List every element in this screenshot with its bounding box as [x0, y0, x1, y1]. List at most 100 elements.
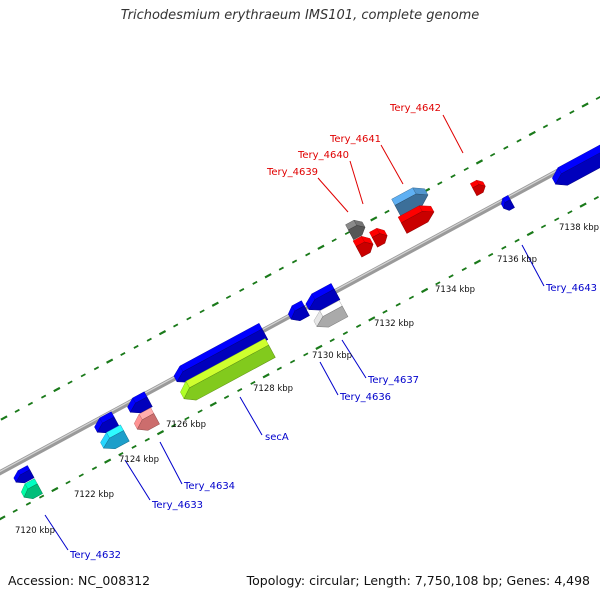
- tick-mark: [237, 388, 243, 392]
- gene-4637[interactable]: [311, 300, 349, 331]
- tick-mark: [239, 287, 245, 292]
- tick-mark: [0, 415, 8, 421]
- gene-4639[interactable]: [345, 217, 368, 240]
- tick-mark: [158, 330, 167, 336]
- tick-mark: [382, 309, 388, 314]
- gene-label[interactable]: Tery_4637: [367, 375, 419, 386]
- gene-label[interactable]: Tery_4643: [545, 283, 597, 294]
- tick-label: 7124 kbp: [119, 455, 159, 465]
- tick-mark: [0, 515, 6, 521]
- tick-mark: [370, 216, 378, 222]
- tick-mark: [542, 124, 549, 129]
- tick-mark: [384, 209, 390, 214]
- gene-label[interactable]: Tery_4636: [339, 392, 391, 403]
- tick-mark: [25, 501, 32, 506]
- tick-mark: [448, 274, 454, 279]
- tick-mark: [51, 486, 59, 493]
- gene-4640b[interactable]: [369, 226, 389, 248]
- leader-line: [159, 441, 183, 485]
- gene-4634a[interactable]: [125, 391, 153, 417]
- gene-label[interactable]: Tery_4641: [329, 134, 381, 145]
- gene-4642[interactable]: [470, 178, 487, 197]
- tick-label: 7136 kbp: [497, 255, 537, 265]
- tick-mark: [118, 452, 124, 456]
- gene-label[interactable]: Tery_4633: [151, 500, 203, 511]
- gene-body-front: [129, 396, 153, 414]
- gene-label-leaders: [44, 114, 545, 551]
- tick-mark: [514, 238, 520, 243]
- tick-mark: [503, 145, 509, 150]
- gene-4636b[interactable]: [303, 283, 341, 314]
- tick-label: 7120 kbp: [15, 526, 55, 536]
- gene-label[interactable]: Tery_4634: [183, 481, 235, 492]
- tick-mark: [264, 273, 272, 279]
- gene-secA[interactable]: [177, 338, 276, 404]
- tick-mark: [303, 352, 309, 357]
- tick-label: 7128 kbp: [253, 384, 293, 394]
- tick-mark: [106, 358, 114, 364]
- gene-body-front: [355, 241, 374, 258]
- leader-line: [124, 459, 151, 501]
- tick-mark: [516, 138, 522, 143]
- tick-mark: [65, 480, 71, 485]
- gene-body-front: [23, 483, 43, 499]
- gene-label[interactable]: Tery_4640: [297, 150, 349, 161]
- tick-mark: [490, 152, 496, 157]
- tick-mark: [421, 287, 429, 294]
- gene-label[interactable]: Tery_4632: [69, 550, 121, 561]
- genome-summary-text: Topology: circular; Length: 7,750,108 bp…: [246, 573, 590, 588]
- tick-mark: [461, 267, 467, 272]
- tick-mark: [197, 409, 203, 414]
- tick-mark: [104, 458, 112, 464]
- gene-4634[interactable]: [131, 407, 160, 435]
- tick-mark: [146, 337, 152, 342]
- tick-mark: [556, 117, 562, 122]
- tick-mark: [27, 401, 34, 406]
- tick-mark: [144, 437, 150, 442]
- tick-mark: [12, 508, 18, 513]
- gene-4632a[interactable]: [12, 465, 35, 486]
- tick-mark: [540, 224, 547, 229]
- tick-mark: [395, 302, 401, 307]
- tick-mark: [209, 401, 217, 407]
- leader-line: [380, 144, 404, 185]
- tick-mark: [262, 373, 270, 379]
- tick-mark: [329, 338, 335, 343]
- tick-mark: [67, 380, 73, 385]
- tick-mark: [526, 230, 534, 237]
- tick-mark: [80, 373, 86, 378]
- gene-4641b[interactable]: [397, 201, 437, 234]
- gene-labels: Tery_4632 Tery_4633 Tery_4634 secA Tery_4636…: [69, 103, 597, 561]
- tick-mark: [355, 324, 362, 328]
- gene-label[interactable]: secA: [265, 432, 289, 443]
- gene-label[interactable]: Tery_4642: [389, 103, 441, 114]
- gene-label[interactable]: Tery_4639: [266, 167, 318, 178]
- tick-mark: [450, 174, 456, 179]
- leader-line: [44, 514, 69, 551]
- tick-label: 7122 kbp: [74, 490, 114, 500]
- tick-mark: [368, 316, 376, 322]
- gene-body-front: [103, 430, 130, 449]
- tick-mark: [554, 217, 560, 222]
- tick-mark: [408, 295, 415, 300]
- tick-mark: [40, 394, 47, 399]
- gene-4640[interactable]: [352, 233, 376, 258]
- gene-4641[interactable]: [391, 183, 431, 218]
- gene-4636[interactable]: [286, 300, 310, 324]
- tick-mark: [211, 301, 219, 307]
- gene-4633[interactable]: [98, 424, 130, 454]
- tick-label: 7126 kbp: [166, 420, 206, 430]
- tick-mark: [463, 167, 469, 172]
- leader-line: [442, 114, 464, 154]
- tick-mark: [567, 210, 573, 215]
- tick-mark: [579, 202, 587, 208]
- leader-line: [319, 361, 339, 396]
- tick-mark: [317, 244, 325, 250]
- gene-body-front: [371, 233, 388, 248]
- gene-right[interactable]: [549, 143, 600, 190]
- gene-4643[interactable]: [499, 195, 515, 212]
- tick-mark: [315, 344, 323, 350]
- tick-mark: [199, 309, 205, 314]
- tick-mark: [171, 423, 177, 428]
- gene-4632[interactable]: [19, 478, 43, 502]
